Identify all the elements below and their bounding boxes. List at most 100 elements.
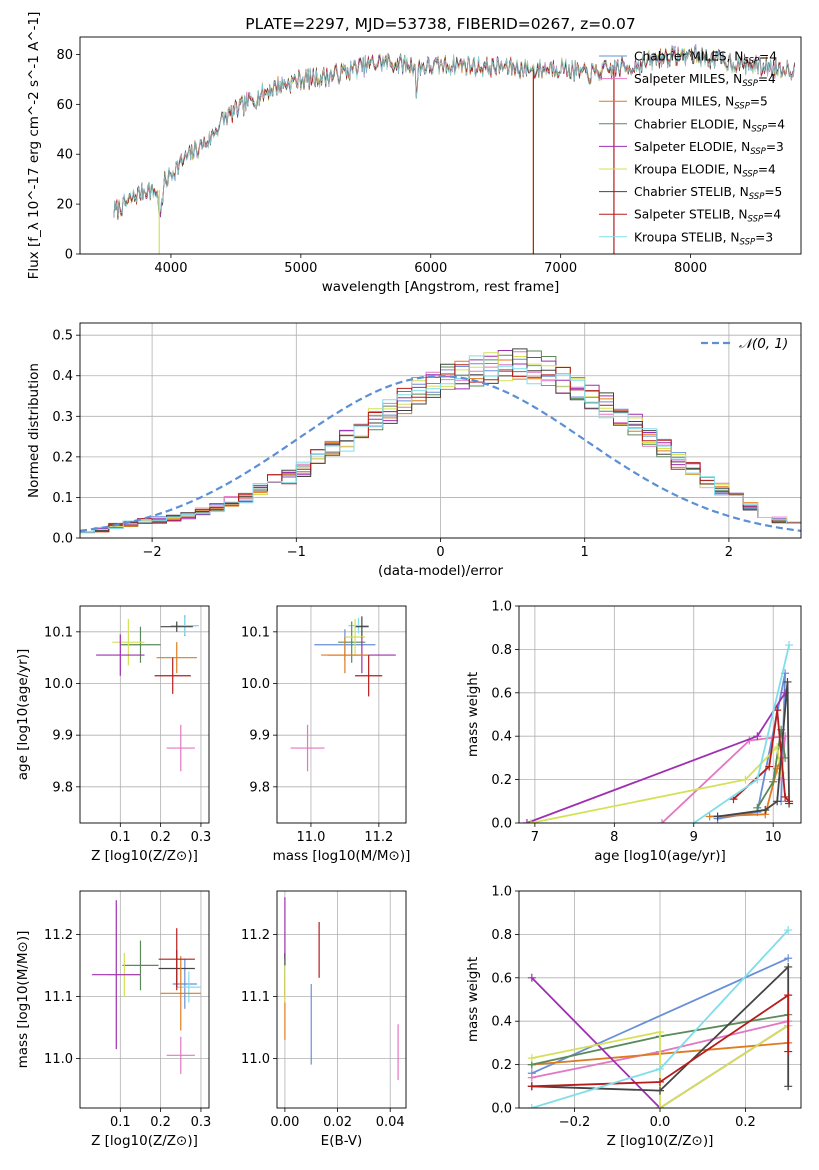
x-tick-label: 0.0 [650, 1115, 671, 1130]
y-tick-label: 1.0 [491, 885, 512, 900]
y-tick-label: 9.8 [249, 780, 270, 795]
axes-frame [79, 890, 210, 1109]
mass-vs-ebv-panel: 0.00 0.02 0.04 11.0 11.1 11.2 E(B-V) [241, 890, 407, 1149]
errorbar-point [321, 637, 369, 674]
x-axis-label: age [log10(age/yr)] [594, 848, 726, 864]
errorbar-point [160, 621, 193, 632]
errorbar-point [170, 616, 199, 635]
y-axis-label: mass [log10(M/M⊙)] [15, 931, 31, 1069]
legend-label: Kroupa MILES, NSSP=5 [634, 95, 768, 112]
y-tick-label: 0 [65, 248, 73, 263]
plus-marker [761, 805, 770, 814]
plot-area [527, 926, 793, 1108]
plus-marker [713, 812, 722, 821]
axes-frame [276, 890, 407, 1109]
y-tick-label: 9.9 [249, 729, 270, 744]
plus-marker [527, 1054, 536, 1063]
y-tick-label: 11.1 [44, 990, 73, 1005]
x-axis-label: Z [log10(Z/Z⊙)] [91, 848, 198, 864]
massweight-line [526, 692, 786, 823]
plus-marker [784, 926, 793, 935]
y-tick-label: 0.1 [52, 491, 73, 506]
y-tick-label: 9.9 [52, 729, 73, 744]
massweight-vs-metallicity-panel: −0.2 0.0 0.2 0.0 0.2 0.4 0.6 0.8 1.0 Z [log10(Z/Z… [465, 885, 802, 1149]
plot-area [284, 897, 399, 1081]
y-axis-label: mass weight [465, 957, 481, 1042]
x-tick-label: 0.04 [376, 1115, 405, 1130]
plus-marker [656, 1104, 664, 1108]
legend-label: Kroupa STELIB, NSSP=3 [634, 230, 773, 247]
plot-area [80, 348, 801, 538]
x-tick-label: 0.2 [150, 1115, 171, 1130]
plus-marker [773, 797, 782, 806]
plus-marker [753, 775, 762, 784]
histogram-step [80, 348, 801, 538]
y-tick-label: 80 [56, 48, 73, 63]
plus-marker [784, 1047, 793, 1056]
x-tick-label: 0.2 [150, 830, 171, 845]
y-tick-label: 10.1 [44, 625, 73, 640]
x-tick-label: −2 [143, 545, 162, 560]
plus-marker [783, 677, 792, 686]
y-tick-label: 0.4 [491, 730, 512, 745]
axes-frame [79, 36, 802, 255]
x-tick-label: 2 [725, 545, 733, 560]
plus-marker [527, 1104, 536, 1108]
x-tick-label: −0.2 [559, 1115, 591, 1130]
spectrum-line [113, 45, 795, 218]
plot-area [113, 43, 795, 254]
errorbar-point [158, 928, 195, 991]
x-axis-label: mass [log10(M/M⊙)] [273, 848, 411, 864]
y-tick-label: 0.5 [52, 329, 73, 344]
x-tick-label: 0 [436, 545, 444, 560]
normal-curve [80, 375, 801, 532]
massweight-vs-age-panel: 7 8 9 10 0.0 0.2 0.4 0.6 0.8 1.0 age [log10(age/yr… [465, 600, 802, 864]
plot-area [522, 641, 794, 823]
y-tick-label: 0.6 [491, 971, 512, 986]
y-tick-label: 10.0 [241, 677, 270, 692]
errorbar-point [338, 621, 366, 663]
grid-lines [277, 891, 406, 1108]
grid-lines [80, 891, 209, 1108]
plus-marker [781, 792, 790, 801]
plot-area [96, 615, 199, 772]
axes-frame [79, 322, 802, 539]
x-tick-label: 4000 [154, 261, 187, 276]
errorbar-point [92, 900, 141, 1050]
mass-vs-metallicity-panel: 0.1 0.2 0.3 11.0 11.1 11.2 Z [log10(Z/Z⊙)] mass… [15, 890, 211, 1149]
x-tick-label: 9 [690, 830, 698, 845]
plus-marker [527, 1073, 536, 1082]
x-tick-label: 1 [581, 545, 589, 560]
plus-marker [526, 819, 535, 823]
plus-marker [785, 641, 794, 650]
y-tick-label: 20 [56, 198, 73, 213]
histogram-step [80, 355, 801, 538]
legend-label: Chabrier MILES, NSSP=4 [634, 50, 777, 67]
age-vs-mass-panel: 11.0 11.2 9.8 9.9 10.0 10.1 mass [log10(M/M⊙)] [241, 605, 411, 864]
plus-marker [656, 1064, 664, 1073]
errorbar-point [120, 626, 161, 663]
x-tick-label: 5000 [284, 261, 317, 276]
plus-marker [689, 819, 698, 823]
y-tick-label: 11.2 [44, 928, 73, 943]
legend-label: Kroupa ELODIE, NSSP=4 [634, 163, 776, 180]
x-axis-label: Z [log10(Z/Z⊙)] [607, 1133, 714, 1149]
errorbar-point [166, 1036, 195, 1074]
massweight-line [530, 745, 782, 823]
axes-frame [276, 605, 407, 824]
x-tick-label: 0.1 [110, 830, 131, 845]
massweight-line [717, 673, 786, 820]
x-tick-label: −1 [287, 545, 306, 560]
y-tick-label: 0.0 [491, 817, 512, 832]
chart-title: PLATE=2297, MJD=53738, FIBERID=0267, z=0… [245, 15, 635, 33]
residual-histogram-panel: −2 −1 0 1 2 0.0 0.1 0.2 0.3 0.4 0.5 (data-model)/er… [26, 322, 802, 579]
x-tick-label: 11.0 [296, 830, 325, 845]
x-tick-label: 0.2 [735, 1115, 756, 1130]
errorbar-point [160, 956, 201, 1031]
axes-frame [518, 605, 802, 824]
errorbar-point [122, 940, 159, 991]
x-axis-label: E(B-V) [321, 1133, 363, 1149]
x-tick-label: 0.02 [323, 1115, 352, 1130]
legend-label: Chabrier STELIB, NSSP=5 [634, 185, 782, 202]
plus-marker [784, 962, 793, 971]
